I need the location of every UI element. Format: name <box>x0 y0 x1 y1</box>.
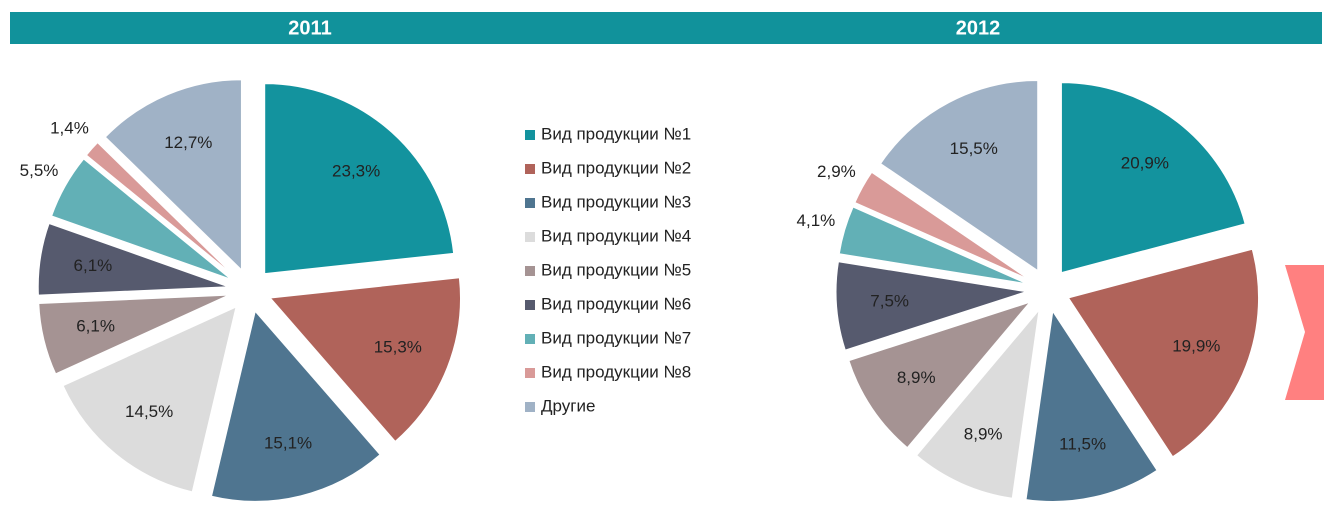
legend-label: Вид продукции №8 <box>541 362 691 381</box>
chart-title: 2012 <box>956 17 1001 39</box>
pie-slice <box>38 294 229 375</box>
data-label: 20,9% <box>1121 154 1169 173</box>
legend-swatch <box>525 198 535 208</box>
legend-label: Вид продукции №1 <box>541 124 691 143</box>
pie-slice <box>85 141 234 276</box>
data-label: 23,3% <box>332 161 380 180</box>
pie-slice <box>104 79 242 271</box>
data-label: 6,1% <box>74 256 113 275</box>
pie-slice <box>37 222 229 296</box>
pie-slice <box>879 80 1039 272</box>
legend-label: Вид продукции №5 <box>541 260 691 279</box>
data-label: 4,1% <box>797 211 836 230</box>
legend-label: Вид продукции №7 <box>541 328 691 347</box>
legend-label: Вид продукции №4 <box>541 226 691 245</box>
data-label: 15,1% <box>264 434 312 453</box>
header-bar <box>10 12 1322 44</box>
data-label: 7,5% <box>870 292 909 311</box>
legend-swatch <box>525 334 535 344</box>
data-label: 5,5% <box>20 161 59 180</box>
data-label: 19,9% <box>1172 336 1220 355</box>
chart-title: 2011 <box>288 17 331 39</box>
legend-swatch <box>525 300 535 310</box>
data-label: 2,9% <box>817 162 856 181</box>
legend-label: Другие <box>541 396 595 415</box>
data-label: 6,1% <box>76 317 115 336</box>
pie-slice <box>62 306 237 493</box>
legend-swatch <box>525 164 535 174</box>
legend-swatch <box>525 368 535 378</box>
data-label: 15,3% <box>374 337 422 356</box>
pie-slice <box>1067 248 1260 458</box>
pie-slice <box>848 301 1032 449</box>
pie-slice <box>835 261 1027 351</box>
pie-slice <box>854 171 1030 280</box>
pie-slice <box>915 308 1040 499</box>
legend-label: Вид продукции №6 <box>541 294 691 313</box>
pie-slice <box>51 158 232 280</box>
data-label: 15,5% <box>950 139 998 158</box>
pie-slice <box>210 310 381 502</box>
data-label: 11,5% <box>1059 434 1106 453</box>
data-label: 8,9% <box>964 424 1003 443</box>
legend-swatch <box>525 266 535 276</box>
legend-swatch <box>525 402 535 412</box>
arrow <box>1285 265 1324 400</box>
legend-label: Вид продукции №2 <box>541 158 691 177</box>
legend-swatch <box>525 130 535 140</box>
pie-slice <box>838 206 1028 285</box>
legend-label: Вид продукции №3 <box>541 192 691 211</box>
legend-swatch <box>525 232 535 242</box>
pie-slice <box>1025 310 1158 502</box>
data-label: 1,4% <box>50 118 89 137</box>
data-label: 12,7% <box>164 133 212 152</box>
pie-slice <box>269 277 461 443</box>
pie-slice <box>1060 82 1246 274</box>
data-label: 8,9% <box>897 368 936 387</box>
data-label: 14,5% <box>125 402 173 421</box>
pie-slice <box>264 83 455 275</box>
